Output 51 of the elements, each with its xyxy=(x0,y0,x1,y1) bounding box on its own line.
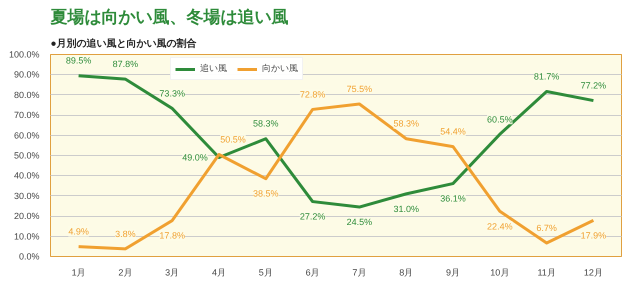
data-label: 73.3% xyxy=(159,88,185,98)
data-label: 36.1% xyxy=(440,194,466,204)
x-tick-label: 5月 xyxy=(258,268,273,278)
y-tick-label: 30.0% xyxy=(14,190,40,201)
data-label: 4.9% xyxy=(68,226,89,237)
data-label: 58.3% xyxy=(253,118,279,129)
x-tick-label: 2月 xyxy=(118,268,132,278)
data-label: 81.7% xyxy=(534,71,560,82)
chart-title: 夏場は向かい風、冬場は追い風 xyxy=(50,8,288,26)
legend-label: 向かい風 xyxy=(262,62,298,75)
x-tick-label: 4月 xyxy=(212,268,226,278)
x-tick-label: 9月 xyxy=(446,268,460,278)
y-tick-label: 80.0% xyxy=(14,90,40,100)
data-label: 27.2% xyxy=(300,212,326,222)
x-tick-label: 6月 xyxy=(306,268,320,278)
x-tick-label: 8月 xyxy=(399,268,414,278)
chart-subtitle: ●月別の追い風と向かい風の割合 xyxy=(50,38,198,50)
data-label: 6.7% xyxy=(536,222,557,233)
data-label: 60.5% xyxy=(487,114,513,124)
data-label: 75.5% xyxy=(346,84,372,94)
x-tick-label: 3月 xyxy=(165,268,180,278)
data-label: 31.0% xyxy=(393,204,419,214)
x-tick-label: 1月 xyxy=(72,268,86,278)
data-label: 58.3% xyxy=(393,118,419,129)
y-tick-label: 60.0% xyxy=(14,130,40,140)
data-label: 54.4% xyxy=(440,126,466,137)
data-label: 50.5% xyxy=(220,134,246,144)
data-label: 77.2% xyxy=(580,80,606,91)
x-tick-label: 12月 xyxy=(584,268,603,278)
y-tick-label: 100.0% xyxy=(8,50,40,60)
data-label: 49.0% xyxy=(182,152,208,163)
y-tick-label: 40.0% xyxy=(14,170,40,181)
x-tick-label: 7月 xyxy=(352,268,366,278)
y-tick-label: 70.0% xyxy=(14,110,40,120)
y-tick-label: 10.0% xyxy=(14,231,40,242)
y-tick-label: 90.0% xyxy=(14,70,40,80)
y-tick-label: 0.0% xyxy=(18,252,40,262)
data-label: 89.5% xyxy=(66,56,92,66)
y-tick-label: 50.0% xyxy=(14,150,40,160)
data-label: 72.8% xyxy=(300,89,326,100)
data-label: 87.8% xyxy=(112,59,138,70)
data-label: 3.8% xyxy=(115,228,136,239)
data-label: 17.9% xyxy=(580,230,606,240)
legend-label: 追い風 xyxy=(200,62,227,75)
x-tick-label: 11月 xyxy=(537,268,556,278)
y-tick-label: 20.0% xyxy=(14,211,40,222)
data-label: 24.5% xyxy=(346,217,372,228)
data-label: 38.5% xyxy=(253,188,279,199)
x-tick-label: 10月 xyxy=(490,268,510,278)
data-label: 22.4% xyxy=(487,221,513,232)
data-label: 17.8% xyxy=(159,230,185,241)
